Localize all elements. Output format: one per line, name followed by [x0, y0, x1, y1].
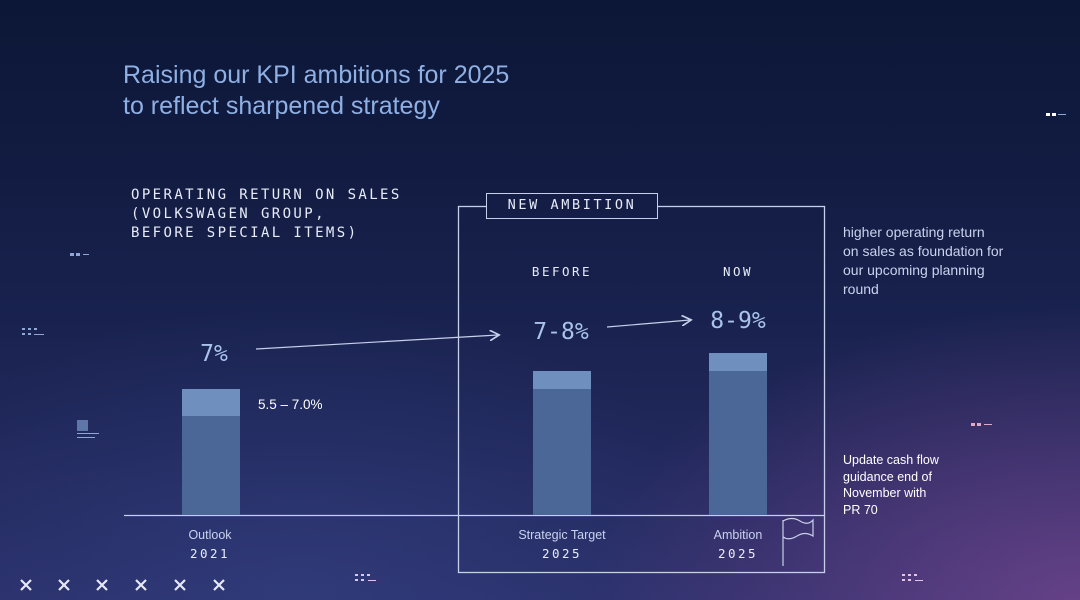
headline-label-2: 8-9%	[710, 308, 766, 334]
bar-base-2	[709, 371, 767, 515]
cashflow-note: Update cash flow guidance end of Novembe…	[843, 452, 983, 518]
planning-note: higher operating return on sales as foun…	[843, 223, 1053, 299]
range-label-0: 5.5 – 7.0%	[258, 397, 323, 412]
title-line-1: Raising our KPI ambitions for 2025	[123, 61, 510, 89]
bar-range-0	[182, 389, 240, 416]
category-label-1: Strategic Target	[518, 528, 606, 542]
column-header-now: NOW	[722, 264, 754, 279]
decorative-cross-icons	[20, 579, 225, 591]
arrow-target-to-ambition	[606, 320, 690, 328]
bars-group	[182, 353, 767, 515]
headline-label-0: 7%	[200, 341, 228, 367]
cashflow-note-line-1: Update cash flow	[843, 453, 939, 467]
title-line-2: to reflect sharpened strategy	[123, 92, 440, 120]
category-year-2: 2025	[718, 546, 758, 561]
page-title: Raising our KPI ambitions for 2025 to re…	[123, 60, 683, 122]
planning-note-line-4: round	[843, 281, 879, 297]
cashflow-note-line-3: November with	[843, 486, 927, 500]
new-ambition-frame	[457, 205, 826, 574]
metric-title-line-3: BEFORE SPECIAL ITEMS)	[131, 225, 359, 241]
bar-base-1	[533, 389, 591, 515]
cashflow-note-line-4: PR 70	[843, 502, 878, 517]
category-label-0: Outlook	[188, 528, 232, 542]
metric-title: OPERATING RETURN ON SALES (VOLKSWAGEN GR…	[131, 186, 451, 243]
bar-range-2	[709, 353, 767, 371]
planning-note-line-2: on sales as foundation for	[843, 243, 1004, 259]
column-header-before: BEFORE	[531, 264, 593, 279]
arrow-outlook-to-target	[255, 335, 498, 350]
bar-base-0	[182, 416, 240, 515]
metric-title-line-2: (VOLKSWAGEN GROUP,	[131, 206, 326, 222]
flag-icon	[782, 517, 814, 566]
planning-note-line-1: higher operating return	[843, 224, 985, 240]
category-year-0: 2021	[190, 546, 230, 561]
headline-label-1: 7-8%	[533, 319, 589, 345]
bar-range-1	[533, 371, 591, 389]
cashflow-note-line-2: guidance end of	[843, 469, 932, 484]
new-ambition-label: NEW AMBITION	[486, 193, 658, 219]
category-label-2: Ambition	[714, 528, 763, 542]
planning-note-line-3: our upcoming planning	[843, 262, 985, 278]
metric-title-line-1: OPERATING RETURN ON SALES	[131, 187, 402, 203]
category-year-1: 2025	[542, 546, 582, 561]
decorative-dots	[22, 113, 1066, 581]
